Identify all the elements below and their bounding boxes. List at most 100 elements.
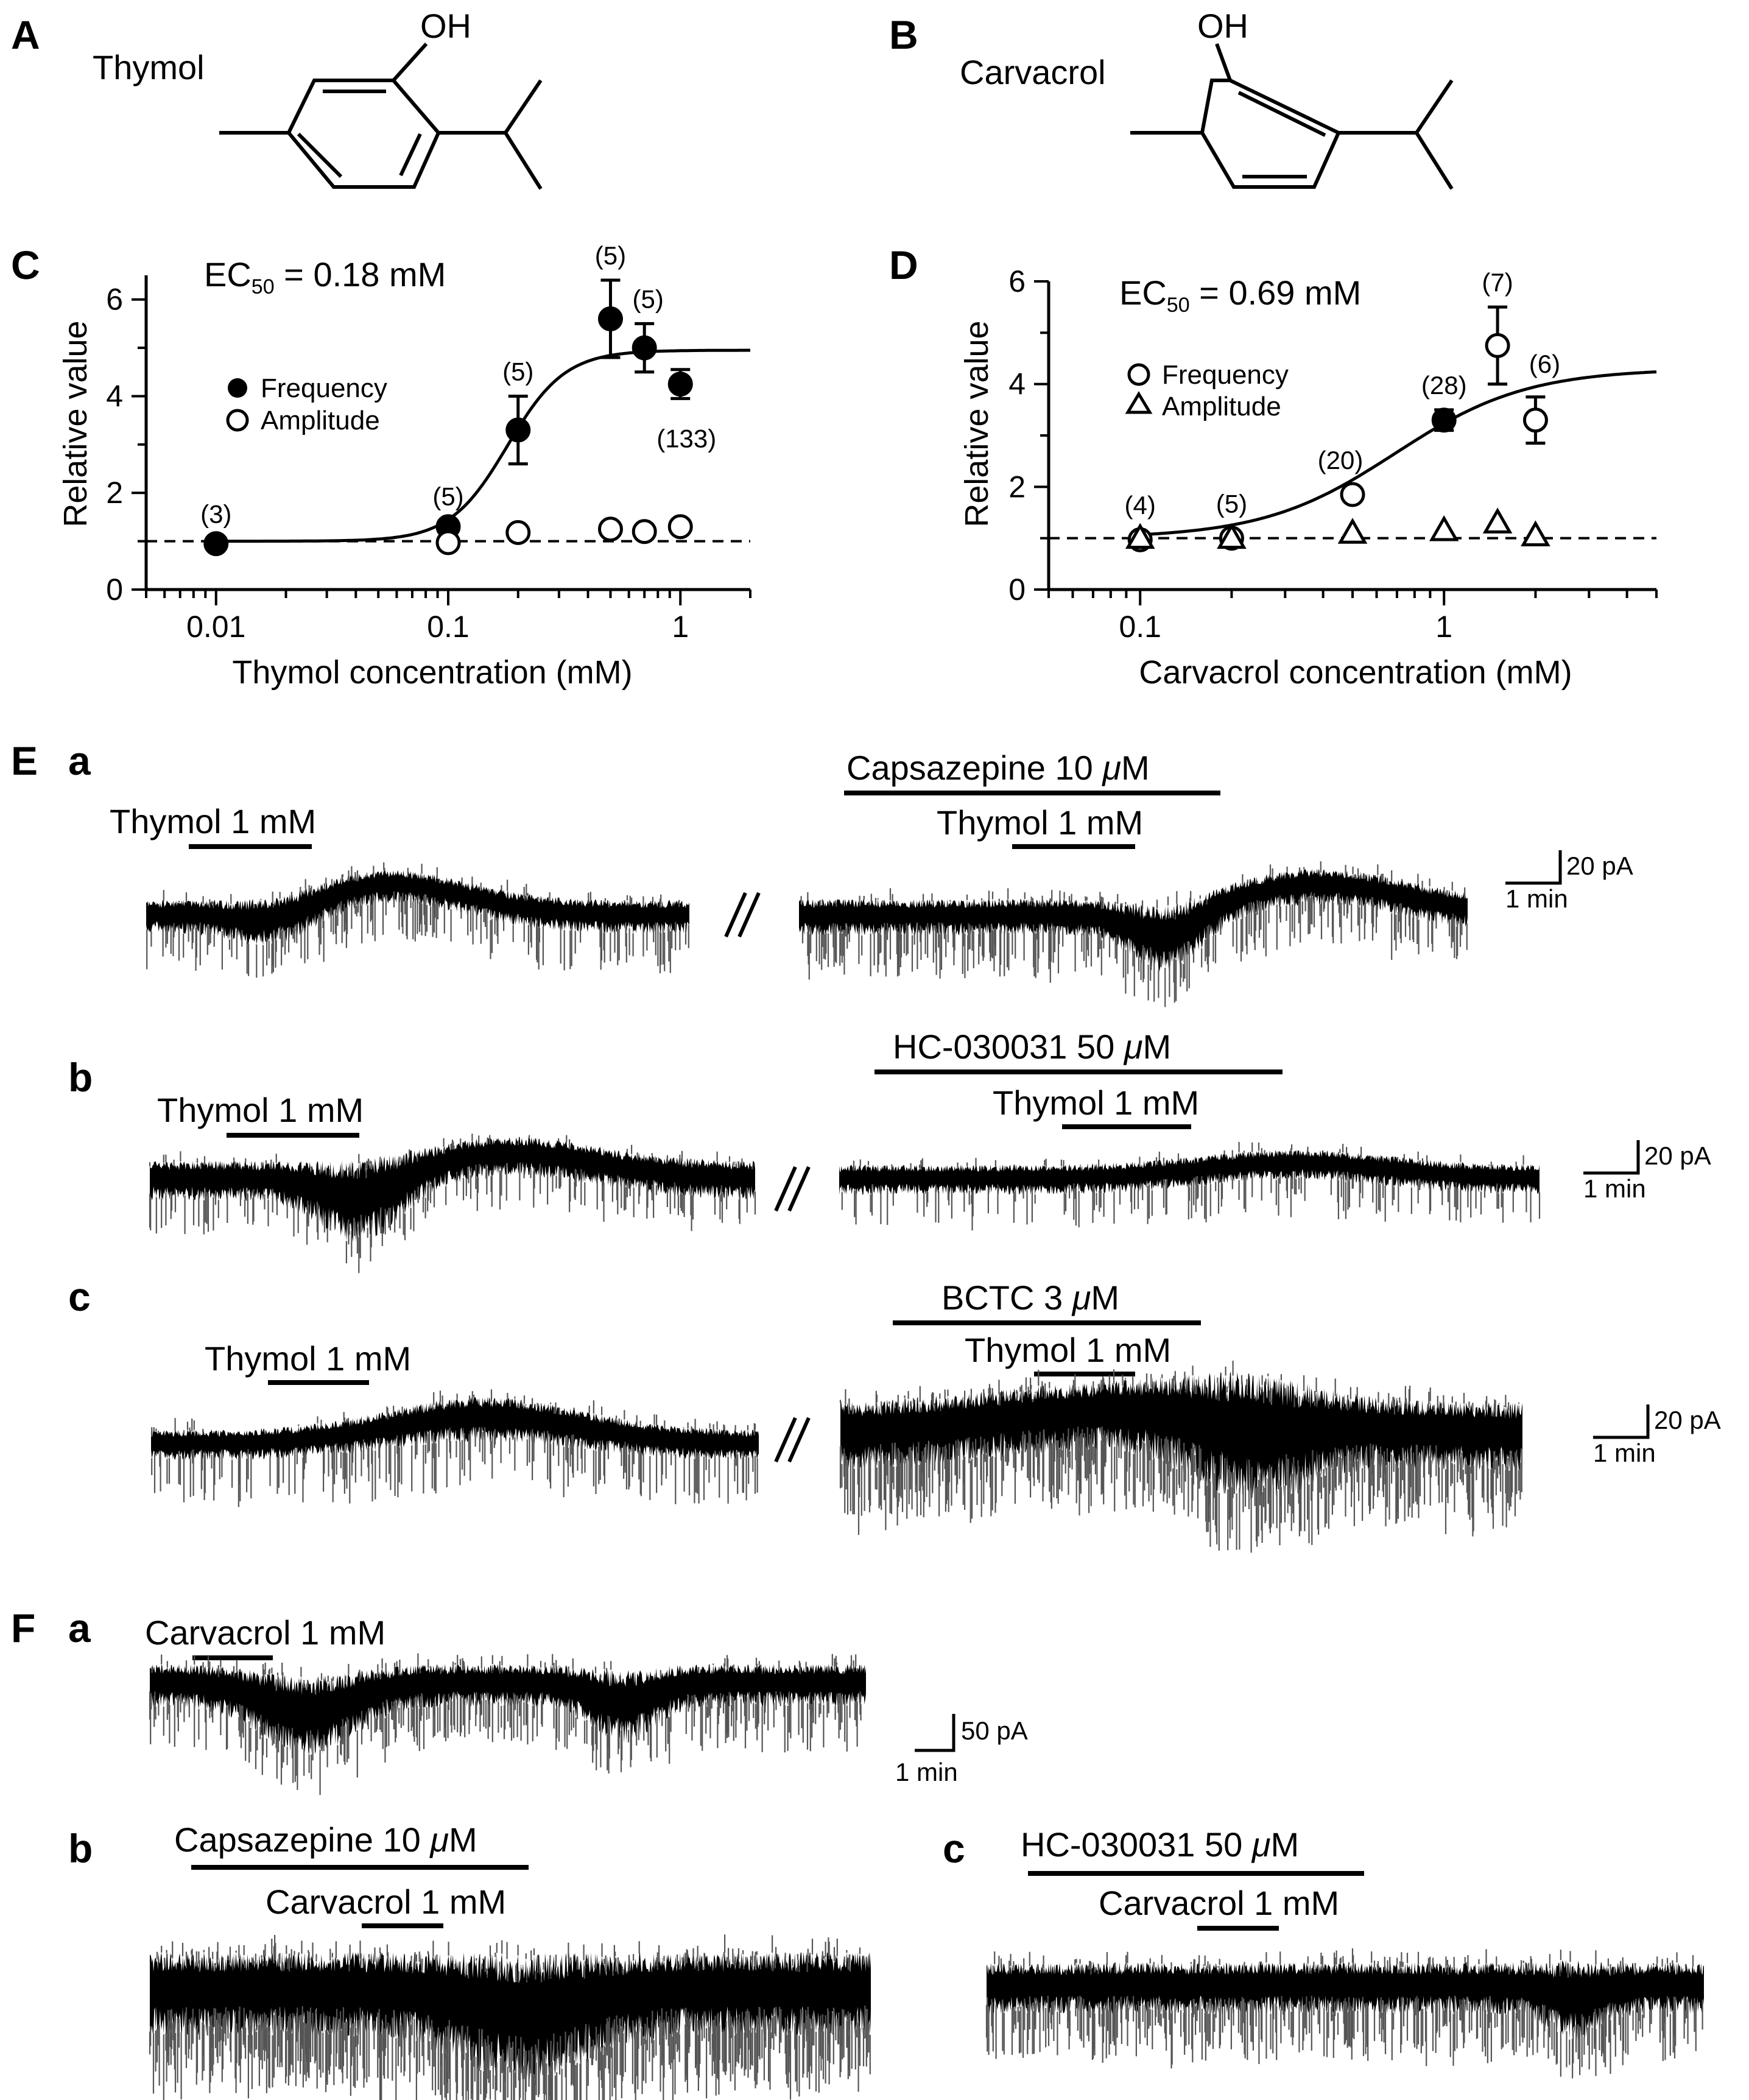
y-tick-label: 6 <box>106 283 123 317</box>
data-point-open <box>505 520 531 545</box>
fa-trace-spikes <box>149 1653 862 1795</box>
fc-trace-spikes <box>985 1948 1703 2079</box>
eb-scale-x-label: 1 min <box>1583 1174 1646 1203</box>
n-label: (7) <box>1482 268 1513 297</box>
legend-marker-amplitude <box>226 409 249 432</box>
fa-drug-label: Carvacrol 1 mM <box>145 1613 385 1652</box>
panel-label-fc: c <box>943 1826 965 1871</box>
panel-label-ea: a <box>68 738 91 783</box>
data-point-open <box>667 514 693 540</box>
ea-scale-y-label: 20 pA <box>1566 851 1633 880</box>
data-point-triangle <box>1521 520 1550 546</box>
y-tick-label: 0 <box>106 573 123 607</box>
y-tick-label: 4 <box>1008 367 1026 401</box>
fa-scale-y-label: 50 pA <box>961 1716 1028 1745</box>
ea-antagonist-label: Capsazepine 10 μM <box>846 749 1150 787</box>
y-axis-label-c: Relative value <box>57 320 94 527</box>
thymol-structure <box>219 42 543 190</box>
data-point-open <box>1485 333 1510 358</box>
fa-scale-bar: 50 pA 1 min <box>895 1714 1028 1786</box>
data-point-triangle <box>1429 515 1459 541</box>
panel-label-fb: b <box>68 1826 93 1871</box>
eb-trace-control-spikes <box>149 1133 756 1274</box>
legend-marker-frequency <box>228 378 247 398</box>
panel-label-eb: b <box>68 1055 93 1100</box>
ea-drug-label: Thymol 1 mM <box>110 802 316 840</box>
ec-trace-antagonist-spikes <box>839 1361 1522 1553</box>
n-label: (5) <box>502 357 533 386</box>
n-label: (28) <box>1421 371 1467 400</box>
fa-scale-x-label: 1 min <box>895 1758 958 1786</box>
fb-drug2-label: Carvacrol 1 mM <box>266 1883 506 1921</box>
x-tick-label: 1 <box>1435 610 1452 644</box>
legend-d: Frequency Amplitude <box>1125 360 1289 421</box>
data-point-filled <box>203 531 229 557</box>
data-point-open <box>1522 407 1548 433</box>
data-point-filled <box>667 372 693 397</box>
ec-antagonist-label: BCTC 3 μM <box>941 1278 1119 1317</box>
eb-trace-control-band <box>150 1136 755 1242</box>
ec50-label-c: EC50 = 0.18 mM <box>204 255 446 298</box>
chart-d: 0.1 1 0 2 4 6 (4) (5) (20) (28) (7) (6) <box>1008 264 1658 644</box>
ec-trace-control-spikes <box>151 1389 758 1507</box>
data-point-filled <box>597 306 623 331</box>
x-tick-label: 1 <box>672 610 689 644</box>
x-axis-label-d: Carvacrol concentration (mM) <box>1139 654 1572 691</box>
fb-trace-band <box>150 1952 871 2081</box>
y-tick-label: 2 <box>1008 470 1026 504</box>
thymol-structure-name: Thymol <box>93 48 205 86</box>
n-label: (5) <box>432 482 463 510</box>
y-axis-label-d: Relative value <box>959 320 995 527</box>
panel-label-a: A <box>11 12 40 57</box>
panel-label-b: B <box>889 12 918 57</box>
x-tick-label: 0.1 <box>1119 610 1161 644</box>
ea-scale-bar: 20 pA 1 min <box>1505 850 1633 913</box>
data-point-open <box>632 519 657 544</box>
ec-trace-control-band <box>151 1397 759 1460</box>
data-point-open <box>597 516 623 542</box>
data-point-triangle <box>1482 507 1513 534</box>
data-point-triangle <box>1217 523 1247 549</box>
fc-drug2-label: Carvacrol 1 mM <box>1099 1884 1339 1922</box>
n-label: (5) <box>633 284 664 313</box>
n-label: (133) <box>656 424 716 453</box>
current-traces <box>146 861 1704 2100</box>
y-tick-label: 4 <box>106 379 123 413</box>
x-tick-label: 0.1 <box>427 610 470 644</box>
n-label: (6) <box>1529 350 1560 378</box>
panel-label-fa: a <box>68 1605 91 1651</box>
thymol-oh-label: OH <box>420 7 471 45</box>
panel-label-f: F <box>11 1605 35 1651</box>
panel-label-c: C <box>11 242 40 287</box>
eb-trace-antagonist-spikes <box>841 1141 1541 1231</box>
data-point-filled <box>505 417 531 443</box>
fit-curve <box>1140 370 1657 537</box>
ea-trace-control-spikes <box>146 862 689 978</box>
legend-label-frequency: Frequency <box>1162 360 1289 390</box>
n-label: (5) <box>1216 490 1247 518</box>
eb-drug-label: Thymol 1 mM <box>157 1091 364 1129</box>
carvacrol-structure-name: Carvacrol <box>960 53 1106 91</box>
x-tick-label: 0.01 <box>186 610 245 644</box>
y-tick-label: 6 <box>1008 264 1026 298</box>
eb-antagonist-label: HC-030031 50 μM <box>893 1027 1171 1066</box>
break-mark-ec <box>774 1417 811 1463</box>
eb-trace-antagonist-band <box>839 1149 1540 1195</box>
legend-marker-frequency <box>1127 363 1150 386</box>
y-tick-label: 0 <box>1008 573 1026 607</box>
panel-label-e: E <box>11 738 38 783</box>
fit-curve <box>216 348 750 543</box>
eb-drug2-label: Thymol 1 mM <box>993 1083 1199 1122</box>
fc-trace-band <box>987 1959 1704 2040</box>
data-point-triangle <box>1337 518 1368 544</box>
data-point-open <box>1340 482 1365 507</box>
data-point-triangle <box>1125 523 1155 549</box>
carvacrol-structure <box>1130 43 1454 190</box>
ec-scale-y-label: 20 pA <box>1654 1406 1721 1434</box>
panel-label-ec: c <box>68 1274 91 1319</box>
ec-drug-label: Thymol 1 mM <box>205 1339 411 1378</box>
eb-scale-y-label: 20 pA <box>1644 1141 1711 1170</box>
ea-trace-antagonist-spikes <box>800 861 1468 1007</box>
